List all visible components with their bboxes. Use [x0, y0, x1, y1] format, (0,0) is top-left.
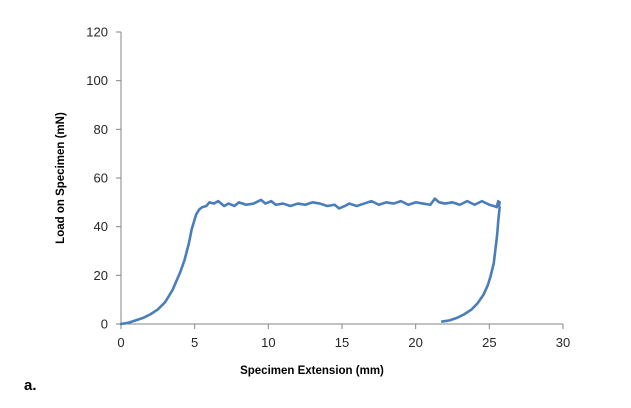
y-tick-label: 100 [86, 73, 108, 88]
x-tick-label: 15 [335, 335, 349, 350]
y-tick-label: 20 [94, 268, 108, 283]
y-tick-label: 40 [94, 219, 108, 234]
y-tick-label: 60 [94, 171, 108, 186]
y-tick-label: 0 [101, 317, 108, 332]
x-tick-label: 30 [556, 335, 570, 350]
x-tick-label: 25 [482, 335, 496, 350]
y-ticks: 0 20 40 60 80 100 120 [86, 25, 121, 332]
axes [120, 32, 563, 325]
y-axis-title: Load on Specimen (mN) [55, 112, 67, 244]
x-tick-label: 5 [191, 335, 198, 350]
series-line-1 [440, 205, 501, 323]
x-tick-label: 10 [261, 335, 275, 350]
panel-label: a. [24, 377, 37, 394]
y-tick-label: 80 [94, 122, 108, 137]
series-line-0 [119, 197, 501, 326]
x-axis-title: Specimen Extension (mm) [240, 365, 384, 377]
y-tick-label: 120 [86, 25, 108, 40]
x-tick-label: 20 [408, 335, 422, 350]
x-ticks: 0 5 10 15 20 25 30 [117, 324, 570, 350]
x-tick-label: 0 [117, 335, 124, 350]
plot-area [119, 197, 501, 326]
